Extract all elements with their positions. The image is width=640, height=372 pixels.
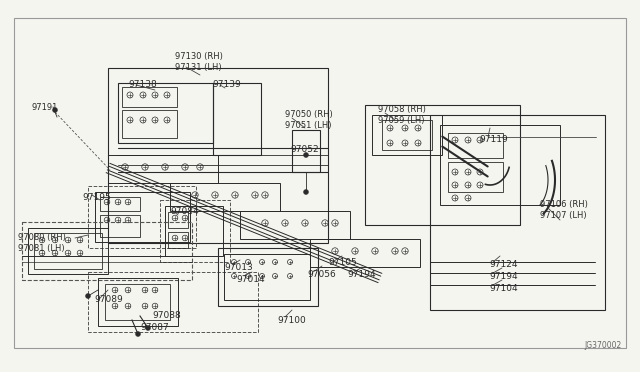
Bar	[218, 248, 318, 306]
FancyArrowPatch shape	[442, 147, 488, 176]
Circle shape	[303, 189, 308, 195]
Text: 97014: 97014	[236, 275, 264, 284]
Text: 97195: 97195	[82, 193, 111, 202]
Text: 97088: 97088	[152, 311, 180, 320]
Text: 97124: 97124	[489, 260, 518, 269]
Text: 97131 (LH): 97131 (LH)	[175, 63, 221, 72]
Bar	[34, 233, 102, 269]
Circle shape	[86, 294, 90, 298]
Text: 97084: 97084	[170, 207, 198, 216]
Text: 97105: 97105	[328, 258, 356, 267]
Bar	[292, 130, 320, 172]
Bar	[122, 110, 177, 138]
Text: 97051 (LH): 97051 (LH)	[285, 121, 332, 130]
Bar	[88, 186, 196, 248]
Bar	[98, 278, 178, 326]
Text: 97100: 97100	[277, 316, 306, 325]
Bar	[372, 115, 442, 155]
Bar	[100, 215, 140, 237]
Bar	[224, 254, 310, 300]
Bar	[165, 206, 223, 256]
Text: 97081 (LH): 97081 (LH)	[18, 244, 65, 253]
Bar	[108, 68, 328, 243]
Text: 97052: 97052	[290, 145, 319, 154]
Text: 97130 (RH): 97130 (RH)	[175, 52, 223, 61]
Bar	[168, 212, 188, 228]
Circle shape	[303, 153, 308, 157]
Circle shape	[136, 331, 141, 337]
Circle shape	[52, 108, 58, 112]
Bar	[448, 133, 503, 158]
Text: 97138: 97138	[128, 80, 157, 89]
Bar	[105, 284, 170, 320]
Bar	[365, 105, 520, 225]
Text: 97191: 97191	[32, 103, 58, 112]
Bar	[448, 162, 503, 192]
Text: 97058 (RH): 97058 (RH)	[378, 105, 426, 114]
Text: 97056: 97056	[307, 270, 336, 279]
Bar	[440, 125, 560, 205]
Text: 97106 (RH): 97106 (RH)	[540, 200, 588, 209]
Bar	[100, 197, 140, 211]
Bar	[88, 272, 258, 332]
Text: 97050 (RH): 97050 (RH)	[285, 110, 333, 119]
Text: 97107 (LH): 97107 (LH)	[540, 211, 587, 220]
Text: 97089: 97089	[94, 295, 123, 304]
Text: 97013: 97013	[224, 263, 253, 272]
Text: 97194: 97194	[489, 272, 518, 281]
Text: 97059 (LH): 97059 (LH)	[378, 116, 424, 125]
Text: 97080 (RH): 97080 (RH)	[18, 233, 66, 242]
Bar	[213, 83, 261, 155]
Bar	[160, 200, 230, 262]
Text: 97119: 97119	[479, 135, 508, 144]
Bar	[168, 232, 188, 248]
Bar	[28, 228, 108, 274]
FancyArrowPatch shape	[442, 137, 488, 166]
Text: JG370002: JG370002	[585, 341, 622, 350]
Text: 97194: 97194	[347, 270, 376, 279]
Text: 97139: 97139	[212, 80, 241, 89]
Bar	[14, 18, 626, 348]
Text: 97104: 97104	[489, 284, 518, 293]
Bar	[22, 222, 192, 280]
Bar	[382, 120, 432, 150]
Bar	[122, 87, 177, 107]
Text: 97087: 97087	[140, 323, 169, 332]
Bar	[118, 83, 213, 143]
Bar	[95, 192, 190, 242]
Bar	[430, 115, 605, 310]
Circle shape	[145, 326, 150, 330]
